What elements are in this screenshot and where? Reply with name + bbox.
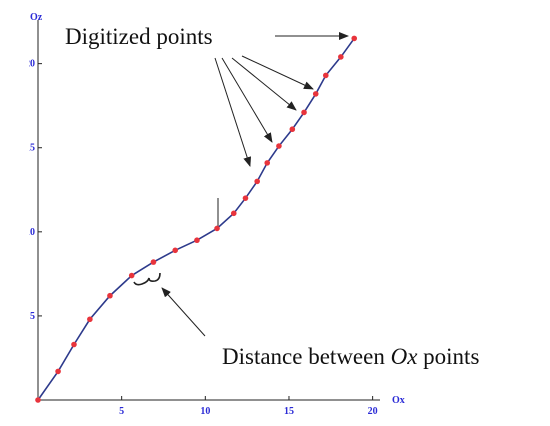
data-point xyxy=(242,195,249,201)
data-point xyxy=(128,272,135,279)
annotation-part: Distance between xyxy=(222,344,391,369)
annotation: Digitized points xyxy=(65,24,213,49)
y-tick-label: 20 xyxy=(25,59,35,70)
x-tick-label: 15 xyxy=(284,406,294,417)
data-point xyxy=(107,292,113,299)
data-point xyxy=(214,225,220,232)
data-point xyxy=(276,143,282,149)
data-point xyxy=(172,247,178,254)
arrows xyxy=(133,32,349,337)
data-point xyxy=(301,109,307,116)
data-point xyxy=(264,160,271,166)
data-point xyxy=(289,126,296,133)
plot: 5 10 15 20 xyxy=(35,35,378,417)
data-point xyxy=(35,397,41,403)
data-point xyxy=(55,368,61,375)
data-point xyxy=(71,341,77,348)
x-tick-label: 20 xyxy=(368,406,378,417)
data-point xyxy=(194,237,200,244)
annotation-part: Ox xyxy=(391,344,419,369)
data-point xyxy=(230,210,237,217)
y-tick-label: 10 xyxy=(25,227,35,238)
y-tick-label: 15 xyxy=(25,143,35,154)
annotation: Distance between Ox points xyxy=(222,344,479,369)
x-tick-label: 10 xyxy=(200,406,210,417)
data-point xyxy=(322,72,329,79)
x-axis-label: Ox xyxy=(392,395,405,406)
data-point xyxy=(338,54,344,60)
y-tick-labels: 5 10 15 20 xyxy=(25,59,35,322)
data-point xyxy=(87,316,93,323)
y-axis-label: Oz xyxy=(30,12,43,23)
data-point xyxy=(254,178,260,185)
data-point xyxy=(351,35,358,42)
data-point xyxy=(150,259,157,265)
data-point xyxy=(312,91,319,97)
y-tick-label: 5 xyxy=(30,311,35,322)
x-tick-label: 5 xyxy=(119,406,124,417)
annotation-part: points xyxy=(417,344,479,369)
